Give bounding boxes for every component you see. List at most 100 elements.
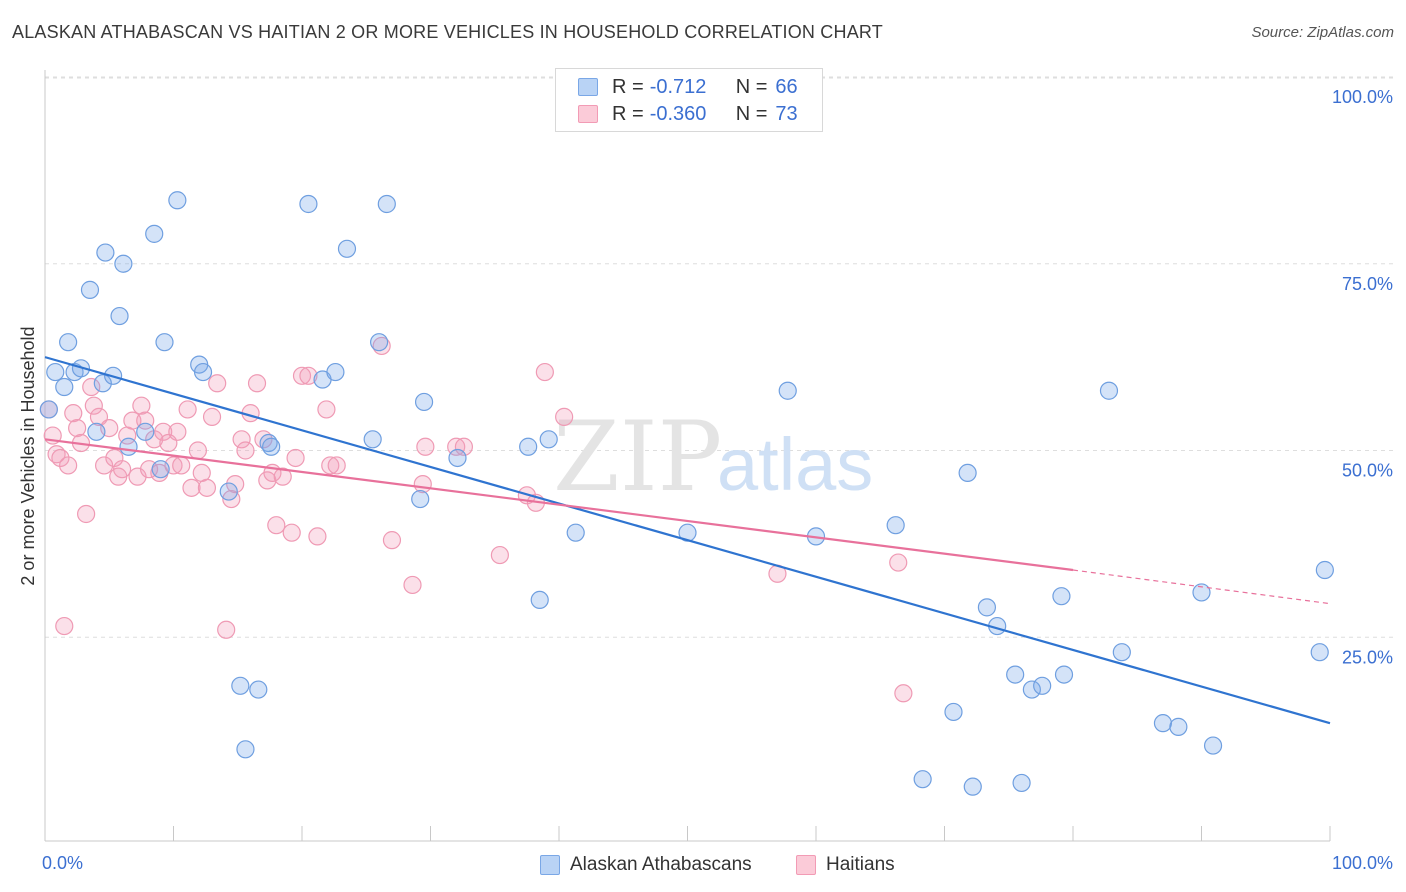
haitians-point <box>555 407 574 426</box>
legend-row-alaskan: R = -0.712 N = 66 <box>578 74 798 100</box>
alaskan-athabascans-point <box>1112 643 1131 662</box>
alaskan-athabascans-point <box>219 482 238 501</box>
haitians-point <box>894 684 913 703</box>
series-name: Haitians <box>826 854 895 875</box>
haitians-point <box>454 437 474 456</box>
alaskan-trend-line <box>44 356 1331 725</box>
haitians-trend-line <box>44 438 1074 572</box>
alaskan-athabascans-point <box>530 590 549 610</box>
y-tick-label: 25.0% <box>1342 647 1393 667</box>
alaskan-athabascans-point <box>168 191 187 210</box>
chart-source: Source: ZipAtlas.com <box>1251 24 1394 41</box>
y-tick-label: 75.0% <box>1342 274 1393 294</box>
haitians-point <box>82 377 101 397</box>
haitians-point <box>172 456 191 475</box>
haitians-point <box>282 523 301 542</box>
haitians-point <box>208 374 227 393</box>
haitians-point <box>154 422 173 441</box>
haitians-point <box>222 489 241 509</box>
haitians-point <box>202 407 222 426</box>
alaskan-athabascans-point <box>145 224 164 243</box>
alaskan-athabascans-point <box>913 770 932 789</box>
alaskan-athabascans-point <box>1054 665 1074 684</box>
haitians-point <box>273 467 292 486</box>
alaskan-athabascans-point <box>778 381 797 400</box>
haitians-point <box>317 400 336 419</box>
haitians-point <box>112 460 132 479</box>
legend-r-label: R = <box>612 102 644 125</box>
haitians-trend-extension <box>1072 569 1331 605</box>
haitians-point <box>535 362 554 382</box>
y-axis-label: 2 or more Vehicles in Household <box>18 326 38 585</box>
haitians-point <box>123 411 142 430</box>
alaskan-athabascans-points <box>39 191 1334 796</box>
series-legend-alaskan: Alaskan Athabascans <box>540 852 752 878</box>
haitians-point <box>382 531 402 550</box>
haitians-point <box>55 616 74 636</box>
haitians-point <box>321 456 340 475</box>
haitians-point <box>236 441 255 460</box>
alaskan-athabascans-point <box>1192 583 1211 602</box>
alaskan-athabascans-point <box>326 362 345 382</box>
haitians-point <box>59 456 78 475</box>
y-tick-label: 50.0% <box>1342 461 1393 481</box>
haitians-point <box>267 516 286 535</box>
alaskan-athabascans-point <box>1052 587 1071 606</box>
series-legend-haitians: Haitians <box>796 852 895 878</box>
haitians-point <box>403 575 422 595</box>
haitians-point <box>182 478 201 497</box>
alaskan-athabascans-point <box>262 437 281 456</box>
legend-row-haitians: R = -0.360 N = 73 <box>578 101 798 127</box>
alaskan-athabascans-point <box>337 239 357 258</box>
legend-n-label: N = <box>735 75 768 98</box>
alaskan-athabascans-point <box>1315 560 1334 580</box>
haitians-point <box>308 527 327 546</box>
alaskan-athabascans-point <box>566 523 585 542</box>
series-swatch-pink <box>796 855 816 875</box>
series-name: Alaskan Athabascans <box>570 854 752 875</box>
alaskan-athabascans-point <box>1310 643 1329 662</box>
haitians-point <box>226 475 245 494</box>
haitians-point <box>889 553 908 572</box>
alaskan-athabascans-point <box>87 422 106 441</box>
alaskan-athabascans-point <box>249 680 268 699</box>
alaskan-athabascans-point <box>1006 665 1025 684</box>
x-tick-label: 100.0% <box>1332 853 1393 873</box>
alaskan-athabascans-point <box>414 392 434 412</box>
alaskan-athabascans-point <box>377 194 396 214</box>
legend-n-label: N = <box>735 102 768 125</box>
haitians-point <box>416 437 435 456</box>
alaskan-athabascans-point <box>93 374 112 393</box>
alaskan-athabascans-point <box>1203 736 1223 755</box>
haitians-point <box>51 448 70 468</box>
haitians-point <box>299 366 318 385</box>
axes <box>44 70 1331 842</box>
legend-n-value: 66 <box>775 75 798 98</box>
chart-title: ALASKAN ATHABASCAN VS HAITIAN 2 OR MORE … <box>12 22 883 42</box>
alaskan-athabascans-point <box>977 598 997 617</box>
haitians-point <box>247 374 267 393</box>
haitians-point <box>232 430 251 449</box>
legend-r-value: -0.712 <box>649 75 707 98</box>
haitians-point <box>95 456 114 475</box>
alaskan-athabascans-point <box>886 516 905 535</box>
haitians-point <box>327 456 346 475</box>
tick-labels: 25.0% 50.0% 75.0% 100.0% 0.0% 100.0% 2 or more… <box>18 87 1393 873</box>
alaskan-athabascans-point <box>1153 714 1173 733</box>
alaskan-athabascans-point <box>119 437 138 456</box>
alaskan-athabascans-point <box>155 333 174 352</box>
haitians-point <box>64 404 83 423</box>
alaskan-athabascans-point <box>299 194 318 214</box>
alaskan-athabascans-point <box>231 676 250 695</box>
alaskan-athabascans-point <box>236 740 255 759</box>
haitians-point <box>292 366 312 385</box>
legend-n-value: 73 <box>775 102 798 125</box>
alaskan-athabascans-point <box>193 362 213 382</box>
series-swatch-blue <box>540 855 560 875</box>
haitians-point <box>413 475 432 494</box>
haitians-point <box>84 396 103 415</box>
watermark-zip: ZIP <box>553 401 722 513</box>
alaskan-athabascans-point <box>363 430 382 449</box>
alaskan-athabascans-point <box>39 400 58 419</box>
